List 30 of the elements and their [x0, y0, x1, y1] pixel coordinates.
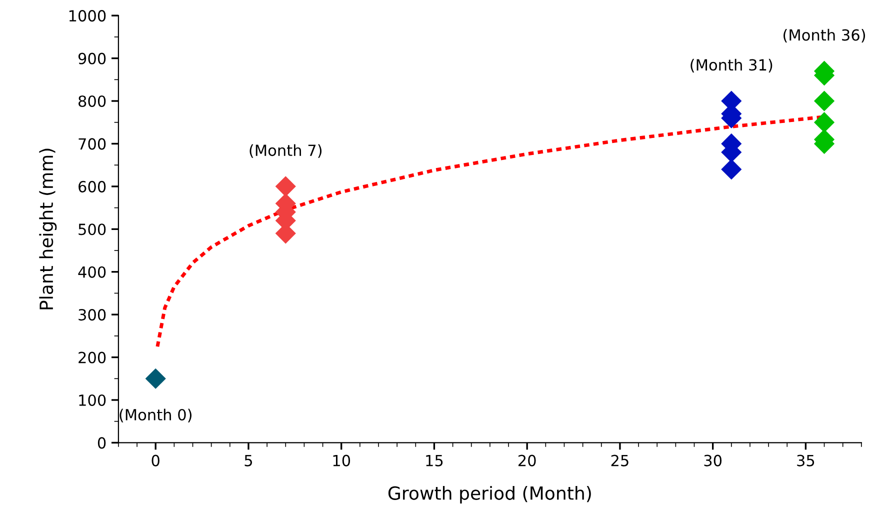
x-tick-label: 20 [518, 454, 536, 466]
annotation: (Month 7) [250, 144, 322, 158]
x-tick-label: 15 [426, 454, 443, 466]
y-tick-label: 200 [78, 352, 106, 364]
x-axis-title: Growth period (Month) [388, 486, 591, 504]
x-tick-label: 35 [797, 454, 814, 466]
x-tick-label: 25 [611, 454, 628, 466]
y-tick-label: 1000 [69, 10, 106, 22]
y-tick-label: 900 [78, 52, 106, 64]
y-tick-label: 500 [78, 224, 106, 236]
x-tick-label: 5 [244, 454, 252, 466]
y-tick-label: 0 [98, 437, 106, 449]
annotation: (Month 0) [120, 408, 192, 422]
y-tick-label: 400 [78, 266, 106, 278]
point [145, 368, 166, 389]
y-tick-label: 300 [78, 309, 106, 321]
y-tick-label: 700 [78, 138, 106, 150]
y-tick-label: 600 [78, 180, 106, 192]
y-tick-label: 100 [79, 394, 106, 406]
point [275, 176, 296, 197]
x-tick-label: 0 [152, 454, 160, 466]
point [814, 90, 835, 112]
x-tick-label: 10 [333, 454, 350, 466]
point [814, 112, 835, 133]
y-axis-title: Plant height (mm) [39, 148, 57, 310]
y-tick-label: 800 [78, 95, 106, 108]
annotation: (Month 36) [784, 28, 866, 43]
x-tick-label: 30 [704, 454, 722, 466]
annotation: (Month 31) [690, 58, 772, 72]
point [721, 159, 742, 180]
